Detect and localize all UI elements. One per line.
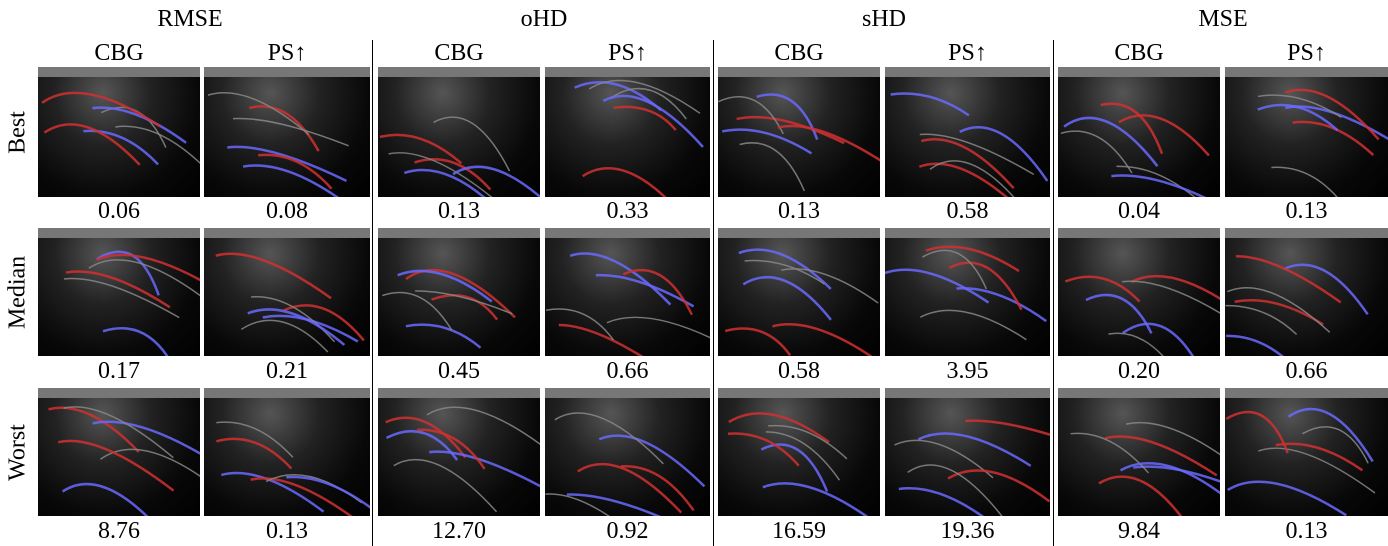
image-overlay [718,67,880,192]
column-header: PS↑ [948,40,987,66]
column-header: CBG [774,40,824,66]
ultrasound-image [378,67,540,197]
image-overlay [1225,388,1388,516]
column-header: PS↑ [608,40,647,66]
ultrasound-image [718,228,880,356]
image-overlay [885,388,1050,516]
separator [1053,40,1054,546]
image-overlay [378,228,540,349]
image-overlay [545,228,710,356]
image-overlay [1058,388,1220,516]
group-title: sHD [861,6,906,32]
ultrasound-image [38,228,200,356]
image-overlay [378,388,540,513]
metric-value: 3.95 [946,358,989,384]
column-header: PS↑ [1287,40,1326,66]
ultrasound-image [1058,228,1220,356]
metric-value: 0.13 [1285,518,1328,544]
ultrasound-image [885,67,1050,197]
metric-value: 0.21 [266,358,308,384]
metric-value: 0.58 [778,358,820,384]
image-overlay [1225,67,1388,197]
image-overlay [885,228,1050,341]
ultrasound-image [545,228,710,356]
image-overlay [718,388,880,516]
metric-value: 0.20 [1118,358,1160,384]
image-overlay [378,67,540,197]
metric-value: 0.58 [946,198,989,224]
ultrasound-image [718,67,880,197]
metric-value: 12.70 [432,518,486,544]
ultrasound-image [718,388,880,516]
group-title: RMSE [157,6,223,32]
column-header: CBG [1114,40,1164,66]
metric-value: 0.13 [1285,198,1328,224]
metric-value: 9.84 [1118,518,1160,544]
group-title: MSE [1198,6,1248,32]
ultrasound-image [204,67,370,197]
row-label: Best [4,111,31,154]
ultrasound-image [378,228,540,356]
group-title: oHD [520,6,568,32]
metric-value: 0.92 [606,518,649,544]
ultrasound-image [1058,67,1220,197]
ultrasound-image [1225,388,1388,516]
metric-value: 0.17 [98,358,140,384]
metric-value: 19.36 [940,518,995,544]
metric-value: 8.76 [98,518,140,544]
image-overlay [204,67,370,197]
metric-value: 0.13 [438,198,480,224]
metric-value: 0.08 [266,198,308,224]
metric-value: 0.33 [606,198,649,224]
separator [372,40,373,546]
ultrasound-image [204,388,370,516]
ultrasound-image [885,228,1050,356]
ultrasound-image [1225,228,1388,356]
image-overlay [1225,228,1388,356]
separator [713,40,714,546]
ultrasound-image [38,67,200,197]
ultrasound-image [38,388,200,516]
ultrasound-image [885,388,1050,516]
metric-value: 0.04 [1118,198,1160,224]
metric-value: 0.45 [438,358,480,384]
ultrasound-image [378,388,540,516]
column-header: CBG [94,40,144,66]
ultrasound-image [1058,388,1220,516]
metric-value: 0.66 [1285,358,1328,384]
ultrasound-image [1225,67,1388,197]
image-overlay [38,388,200,516]
image-overlay [718,228,880,356]
column-header: CBG [434,40,484,66]
image-overlay [545,67,710,197]
ultrasound-image [545,388,710,516]
metric-value: 0.06 [98,198,140,224]
image-overlay [38,228,200,356]
row-label: Median [4,255,31,330]
image-overlay [885,67,1050,197]
metric-value: 0.66 [606,358,649,384]
metric-value: 16.59 [772,518,826,544]
image-overlay [1058,228,1220,356]
ultrasound-image [545,67,710,197]
metric-value: 0.13 [266,518,308,544]
ultrasound-image [204,228,370,356]
column-header: PS↑ [267,40,307,66]
image-overlay [204,388,370,516]
image-overlay [1058,67,1220,197]
row-label: Worst [4,424,31,481]
image-overlay [38,67,200,166]
metric-value: 0.13 [778,198,820,224]
image-overlay [545,388,710,516]
image-overlay [204,228,370,353]
